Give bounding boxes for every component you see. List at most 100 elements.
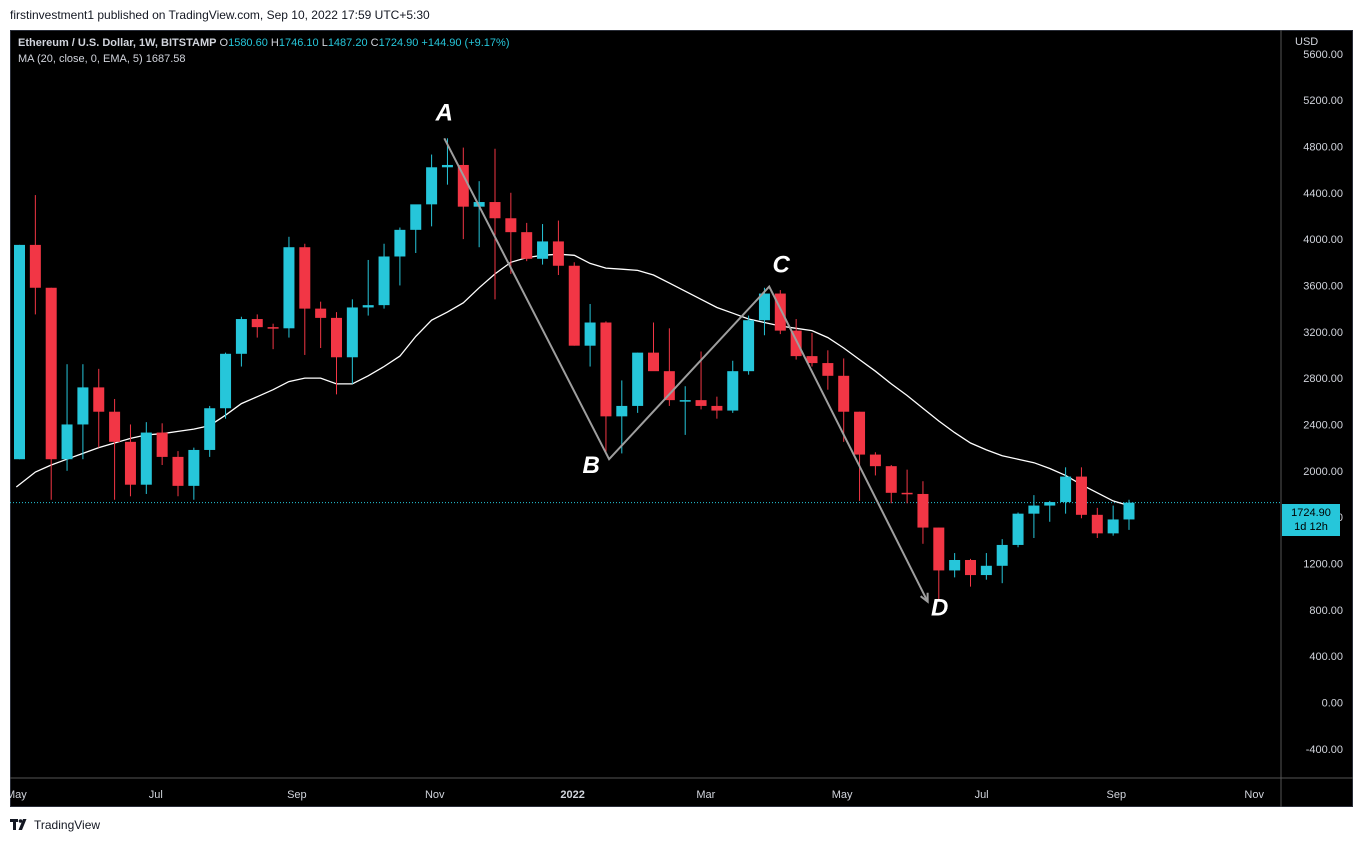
candle-body — [1075, 476, 1087, 515]
candle[interactable] — [14, 244, 25, 460]
candle[interactable] — [378, 243, 390, 309]
candle[interactable] — [521, 222, 533, 262]
candle[interactable] — [933, 527, 945, 601]
candle[interactable] — [965, 558, 976, 587]
candle[interactable] — [869, 452, 881, 476]
candle-body — [140, 432, 152, 485]
candle[interactable] — [1123, 499, 1135, 530]
candle[interactable] — [45, 287, 57, 500]
candle[interactable] — [331, 312, 342, 395]
candle[interactable] — [996, 539, 1008, 584]
candle[interactable] — [901, 469, 913, 504]
candle[interactable] — [980, 553, 992, 580]
candle[interactable] — [251, 314, 263, 338]
candle[interactable] — [124, 424, 136, 497]
candle[interactable] — [632, 352, 644, 413]
candle-body — [457, 164, 469, 207]
candle[interactable] — [140, 422, 152, 494]
candle-body — [648, 352, 659, 372]
candle[interactable] — [426, 154, 438, 227]
candle[interactable] — [394, 227, 406, 286]
candle[interactable] — [822, 350, 834, 390]
candle[interactable] — [584, 303, 596, 367]
candle-body — [679, 400, 691, 402]
candle-body — [552, 241, 564, 266]
candle[interactable] — [1075, 467, 1087, 519]
candle-body — [378, 256, 390, 306]
candle[interactable] — [806, 332, 818, 367]
candle[interactable] — [93, 368, 105, 448]
candle[interactable] — [616, 380, 628, 454]
candle-body — [663, 371, 675, 401]
candle[interactable] — [267, 323, 279, 350]
candle[interactable] — [109, 398, 121, 500]
candle[interactable] — [77, 364, 89, 460]
candle[interactable] — [1107, 505, 1119, 536]
candle-body — [204, 408, 216, 450]
candle-body — [1028, 505, 1040, 514]
candle[interactable] — [410, 204, 422, 254]
pattern-label-a: A — [435, 99, 453, 126]
candle[interactable] — [552, 220, 564, 276]
x-tick-label: Nov — [1244, 789, 1264, 801]
candle[interactable] — [885, 465, 897, 504]
candle-body — [917, 493, 929, 528]
candle-body — [45, 287, 57, 460]
candle[interactable] — [537, 224, 549, 265]
tradingview-logo[interactable]: TradingView — [10, 818, 100, 832]
candle[interactable] — [156, 423, 168, 466]
candle[interactable] — [917, 481, 929, 544]
candle[interactable] — [1044, 500, 1056, 522]
candle[interactable] — [362, 259, 374, 316]
candle[interactable] — [299, 243, 311, 355]
candle[interactable] — [711, 396, 723, 419]
candle-body — [869, 454, 881, 467]
candle-body — [521, 232, 533, 259]
candle[interactable] — [743, 315, 755, 375]
candle[interactable] — [346, 299, 358, 384]
pattern-layer: A B C D — [435, 99, 949, 621]
candle[interactable] — [172, 451, 184, 497]
candle-body — [774, 293, 786, 331]
candle[interactable] — [949, 553, 961, 578]
candle-layer — [14, 138, 1135, 601]
candle[interactable] — [758, 287, 770, 336]
candle[interactable] — [854, 411, 866, 501]
candle[interactable] — [457, 147, 469, 240]
candle[interactable] — [29, 195, 41, 315]
candle[interactable] — [489, 148, 501, 300]
candle[interactable] — [1012, 512, 1024, 548]
candle[interactable] — [568, 262, 580, 346]
candle[interactable] — [283, 236, 295, 338]
candle[interactable] — [204, 405, 216, 457]
candle[interactable] — [315, 301, 327, 349]
candle-body — [854, 411, 866, 455]
candle-body — [267, 327, 279, 329]
candle[interactable] — [774, 290, 786, 335]
candle[interactable] — [727, 360, 739, 413]
candle[interactable] — [188, 447, 200, 500]
last-price-tag: 1724.90 1d 12h — [1282, 504, 1340, 536]
candle[interactable] — [505, 192, 517, 274]
chart-panel[interactable] — [10, 30, 1353, 807]
candle[interactable] — [600, 321, 612, 453]
candle[interactable] — [1060, 467, 1072, 514]
change-value: +144.90 (+9.17%) — [421, 37, 510, 49]
ma-label[interactable]: MA (20, close, 0, EMA, 5) — [18, 53, 143, 65]
candle[interactable] — [220, 352, 232, 419]
candle[interactable] — [838, 358, 850, 442]
candle[interactable] — [235, 316, 247, 367]
candle-body — [1060, 476, 1072, 503]
candle[interactable] — [648, 322, 659, 372]
y-tick-label: 400.00 — [1309, 651, 1343, 663]
candle[interactable] — [1028, 495, 1040, 538]
candle-body — [283, 247, 295, 329]
candle[interactable] — [61, 364, 73, 471]
x-tick-label: Jul — [149, 789, 163, 801]
candle[interactable] — [679, 386, 691, 435]
symbol-title[interactable]: Ethereum / U.S. Dollar, 1W, BITSTAMP — [18, 37, 217, 49]
candle[interactable] — [1091, 507, 1103, 538]
candle-body — [568, 265, 580, 346]
candle-body — [172, 456, 184, 486]
